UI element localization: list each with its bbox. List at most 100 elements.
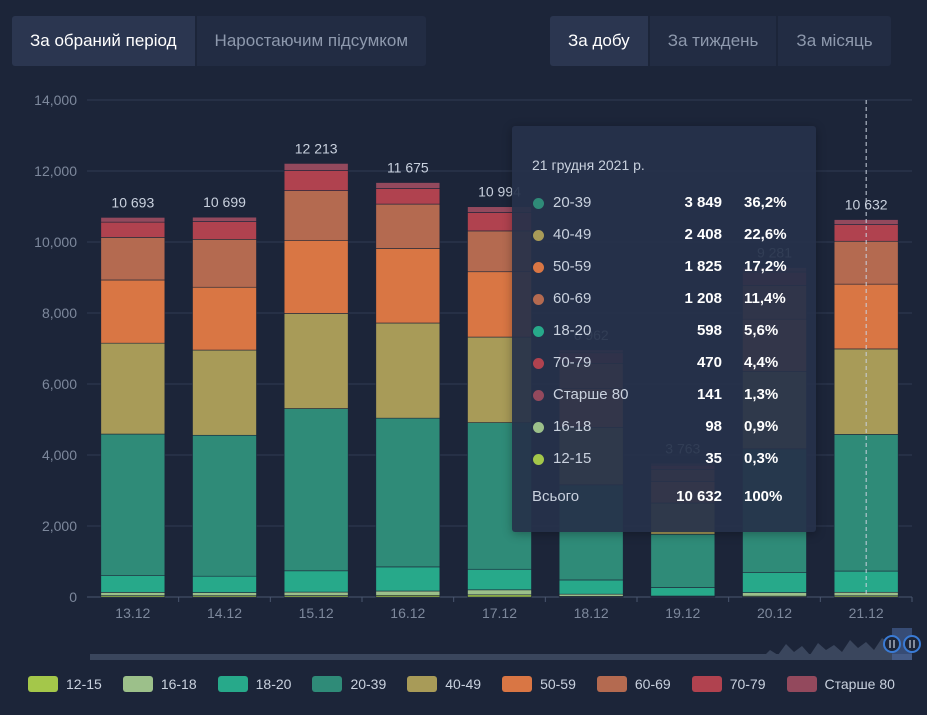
legend-item[interactable]: 60-69 [596,676,671,692]
y-tick-label: 8,000 [42,305,77,321]
series-dot-icon [533,326,544,337]
tab-daily[interactable]: За добу [550,16,650,66]
bar-segment[interactable] [375,322,441,419]
legend-label: Старше 80 [824,676,895,692]
tooltip-title: 21 грудня 2021 р. [532,157,645,173]
total-label: 10 994 [478,184,521,200]
bar-segment[interactable] [742,572,807,593]
bar-segment[interactable] [467,568,532,591]
bar-segment[interactable] [100,433,166,576]
tooltip-row-label: 60-69 [553,290,592,307]
bar-segment[interactable] [283,591,349,596]
bar-segment[interactable] [192,592,257,597]
bar-segment[interactable] [650,587,716,597]
bar-segment[interactable] [375,203,441,249]
total-label: 11 675 [387,160,429,176]
tooltip-row: 16-18 98 0,9% [532,418,802,438]
bar-segment[interactable] [192,575,257,593]
tooltip-total-value: 10 632 [676,488,722,505]
bar-segment[interactable] [192,216,257,222]
bar-segment[interactable] [192,434,257,577]
bar-segment[interactable] [283,190,349,241]
navigator-selection[interactable] [892,628,912,660]
legend-item[interactable]: 20-39 [312,676,386,692]
bar-segment[interactable] [375,248,441,324]
bar-segment[interactable] [283,313,349,409]
tooltip-row-label: 70-79 [553,354,592,371]
bar-segment[interactable] [192,286,257,351]
tooltip-row: Старше 80 141 1,3% [532,386,802,406]
tooltip-row-label: 16-18 [553,418,592,435]
tooltip-row-label: 12-15 [553,450,592,467]
bar-segment[interactable] [375,417,441,568]
bar-segment[interactable] [375,188,441,205]
bar-segment[interactable] [558,593,624,597]
bar-segment[interactable] [192,349,257,436]
tooltip-row-label: 40-49 [553,226,592,243]
series-dot-icon [533,422,544,433]
legend-item[interactable]: 70-79 [691,676,766,692]
bar-segment[interactable] [100,279,166,344]
bar-segment[interactable] [283,408,349,572]
legend-swatch [407,676,438,692]
tooltip-row-pct: 17,2% [744,258,787,275]
tooltip-row-pct: 22,6% [744,226,787,243]
legend-item[interactable]: 40-49 [407,676,481,692]
tab-monthly[interactable]: За місяць [778,16,891,66]
navigator-handle[interactable] [903,635,921,653]
series-dot-icon [533,454,544,465]
series-dot-icon [533,294,544,305]
bar-segment[interactable] [192,221,257,240]
tooltip-row-value: 598 [696,322,722,339]
bar-segment[interactable] [375,182,441,189]
legend-item[interactable]: 50-59 [502,676,576,692]
y-tick-label: 0 [69,589,77,605]
tooltip-row-value: 2 408 [684,226,722,243]
bar-segment[interactable] [833,570,899,593]
tooltip-total-pct: 100% [744,488,783,505]
bar-segment[interactable] [375,566,441,592]
tooltip-row: 50-59 1 825 17,2% [532,258,802,278]
tab-cumulative[interactable]: Наростаючим підсумком [196,16,427,66]
legend-item[interactable]: Старше 80 [786,676,895,692]
tooltip-row: 60-69 1 208 11,4% [532,290,802,310]
legend-item[interactable]: 18-20 [217,676,291,692]
bar-segment[interactable] [100,217,166,223]
tooltip-row: 70-79 470 4,4% [532,354,802,374]
tooltip-row-pct: 0,9% [744,418,779,435]
bar-segment[interactable] [833,348,899,435]
bar-segment[interactable] [192,239,257,288]
navigator-handle[interactable] [883,635,901,653]
x-axis: 13.12 14.12 15.12 16.12 17.12 18.12 19.12 20.12… [115,597,913,621]
bar-segment[interactable] [100,575,166,593]
x-tick-label: 15.12 [299,605,334,621]
legend-swatch [122,676,153,692]
bar-segment[interactable] [467,589,532,596]
series-dot-icon [533,358,544,369]
total-label: 10 632 [845,197,888,213]
legend-label: 12-15 [66,676,102,692]
legend-item[interactable]: 16-18 [122,676,197,692]
bar-segment[interactable] [100,592,166,596]
x-tick-label: 13.12 [115,605,150,621]
x-tick-label: 19.12 [665,605,700,621]
bar-segment[interactable] [283,163,349,171]
bar-segment[interactable] [650,533,716,588]
tab-weekly[interactable]: За тиждень [649,16,779,66]
bar-segment[interactable] [742,592,807,597]
bar-segment[interactable] [283,239,349,314]
legend-swatch [691,676,722,692]
tooltip-row-value: 35 [705,450,722,467]
tooltip-row-label: Старше 80 [553,386,629,403]
bar-segment[interactable] [100,342,166,435]
bar-segment[interactable] [283,570,349,593]
navigator-series [760,638,892,660]
bar-segment[interactable] [100,221,166,238]
bar-segment[interactable] [100,237,166,281]
bar-segment[interactable] [283,170,349,191]
tab-selected-period[interactable]: За обраний період [12,16,197,66]
legend-item[interactable]: 12-15 [28,676,102,692]
bar-segment[interactable] [558,579,624,595]
bar-segment[interactable] [467,594,532,598]
bar-segment[interactable] [375,590,441,596]
